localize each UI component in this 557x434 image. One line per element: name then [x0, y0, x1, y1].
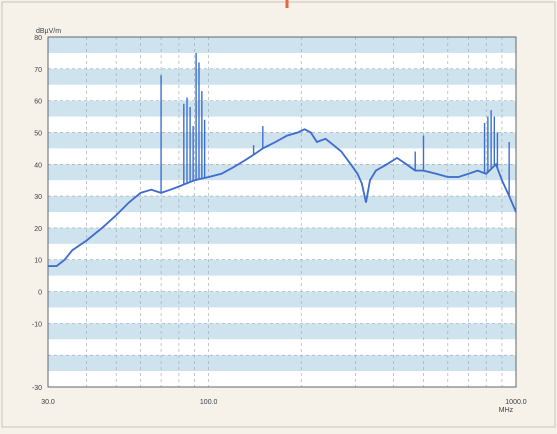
plot-band — [48, 37, 516, 53]
x-tick-label: 100.0 — [200, 399, 218, 406]
plot-band — [48, 259, 516, 276]
y-tick-label: 20 — [34, 226, 42, 233]
x-axis-label: MHz — [499, 407, 514, 414]
y-axis-label: dBµV/m — [36, 28, 61, 35]
y-axis-ticks: 80 70 60 50 40 30 20 10 0 -10 -30 — [32, 35, 42, 392]
plot-band — [48, 164, 516, 181]
y-tick-label: 0 — [38, 290, 42, 297]
y-tick-label: 30 — [34, 194, 42, 201]
plot-band — [48, 291, 516, 308]
y-tick-label: -10 — [32, 321, 42, 328]
x-tick-label: 1000.0 — [505, 399, 527, 406]
series-emission — [48, 52, 517, 268]
y-tick-label: 50 — [34, 130, 42, 137]
x-tick-label: 30.0 — [41, 399, 55, 406]
y-tick-label: 10 — [34, 258, 42, 265]
plot-band — [48, 323, 516, 340]
y-tick-label: 40 — [34, 162, 42, 169]
plot-bands — [48, 37, 516, 372]
plot-band — [48, 68, 516, 85]
x-axis-ticks: 30.0 100.0 1000.0 — [41, 399, 527, 406]
y-tick-label: 80 — [34, 35, 42, 42]
y-tick-label: 70 — [34, 67, 42, 74]
plot-band — [48, 100, 516, 117]
plot-band — [48, 355, 516, 372]
plot-band — [48, 132, 516, 149]
series-line — [48, 128, 517, 268]
y-tick-label: 60 — [34, 99, 42, 106]
plot-band — [48, 227, 516, 244]
plot-band — [48, 196, 516, 212]
y-tick-label: -30 — [32, 385, 42, 392]
